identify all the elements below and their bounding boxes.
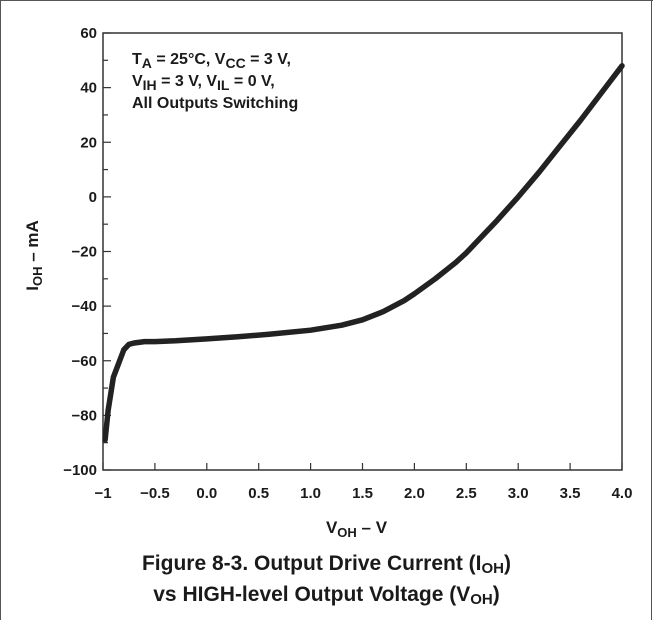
y-axis-label: IOH – mA [23,220,45,291]
annotation-segment: A [142,55,152,71]
x-tick-label: 0.5 [248,485,269,502]
figure-caption: Figure 8-3. Output Drive Current (IOH) v… [0,548,653,610]
test-conditions-annotation: TA = 25°C, VCC = 3 V, VIH = 3 V, VIL = 0 … [132,51,298,112]
annotation-segment: IL [217,77,230,93]
caption-line-2: vs HIGH-level Output Voltage (VOH) [0,579,653,610]
axis-label-sub: OH [337,525,357,540]
axis-label-rest: – mA [23,220,42,266]
axis-label-main: I [23,286,42,291]
annotation-segment: All Outputs Switching [132,95,298,112]
x-tick-label: 1.5 [352,485,373,502]
axis-label-sub: OH [30,267,45,287]
caption-line-1-sub: OH [481,560,505,577]
axis-label-main: V [326,518,338,537]
caption-line-2-sub: OH [470,591,493,608]
y-tick-labels: 60 40 20 0 −20 −40 −60 −80 −100 [63,25,97,479]
annotation-segment: = 3 V, V [157,73,218,90]
ioh-curve [102,63,625,443]
x-tick-label: 0.0 [196,485,217,502]
x-tick-label: 3.5 [560,485,581,502]
x-tick-label: −0.5 [140,485,170,502]
caption-line-2-end: ) [492,583,500,606]
output-drive-chart: 60 40 20 0 −20 −40 −60 −80 −100 −1 −0.5 0.0 0.5 1.0 1… [23,25,632,540]
x-tick-label: 1.0 [300,485,321,502]
y-tick-label: −20 [72,244,97,261]
y-tick-label: −80 [72,407,97,424]
y-tick-label: −40 [72,298,97,315]
annotation-segment: = 0 V, [229,73,274,90]
annotation-segment: V [132,73,143,90]
x-tick-label: −1 [94,485,111,502]
annotation-segment: CC [225,55,245,71]
annotation-segment: IH [143,77,157,93]
y-tick-label: 60 [80,25,97,42]
y-tick-label: 0 [89,189,97,206]
frame-right-border [651,0,652,620]
y-tick-label: 20 [80,134,97,151]
y-tick-label: −100 [63,462,97,479]
caption-line-1-text: Figure 8-3. Output Drive Current (I [141,552,482,575]
frame-left-border [0,0,1,620]
x-tick-labels: −1 −0.5 0.0 0.5 1.0 1.5 2.0 2.5 3.0 3.5 4.0 [94,485,632,502]
annotation-segment: = 3 V, [246,51,291,68]
annotation-segment: T [132,51,142,68]
y-tick-label: 40 [80,80,97,97]
x-tick-label: 4.0 [612,485,633,502]
x-axis-label: VOH – V [326,518,388,540]
x-tick-label: 2.5 [456,485,477,502]
caption-line-2-text: vs HIGH-level Output Voltage (V [153,583,471,606]
x-tick-label: 2.0 [404,485,425,502]
axis-label-rest: – V [357,518,388,537]
annotation-segment: = 25°C, V [152,51,226,68]
frame-top-border [0,0,653,1]
y-tick-label: −60 [72,353,97,370]
x-tick-label: 3.0 [508,485,529,502]
caption-line-1-end: ) [504,552,512,575]
caption-line-1: Figure 8-3. Output Drive Current (IOH) [0,548,653,579]
